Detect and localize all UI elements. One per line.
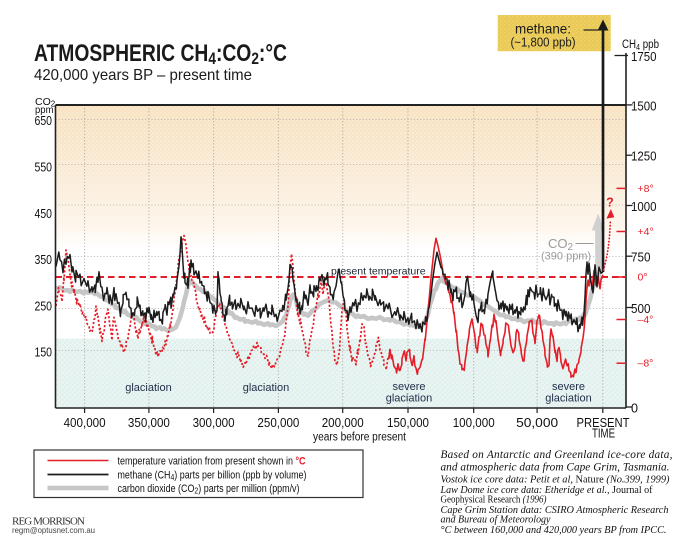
svg-text:+4°: +4° (638, 226, 654, 238)
svg-text:years before present: years before present (313, 432, 407, 444)
svg-text:150: 150 (35, 346, 53, 360)
svg-text:Based on Antarctic and Greenla: Based on Antarctic and Greenland ice-cor… (441, 449, 673, 461)
svg-text:200,000: 200,000 (322, 415, 364, 430)
svg-text:150,000: 150,000 (387, 415, 429, 430)
svg-text:(390 ppm): (390 ppm) (541, 251, 591, 263)
svg-text:350,000: 350,000 (128, 415, 170, 430)
svg-text:Law Dome ice core data: Etheri: Law Dome ice core data: Etheridge et al.… (440, 485, 654, 496)
svg-text:1000: 1000 (631, 200, 657, 214)
svg-text:CO2: CO2 (35, 96, 56, 109)
svg-text:glaciation: glaciation (386, 393, 432, 405)
svg-text:500: 500 (631, 302, 651, 316)
svg-text:°C between 160,000 and 420,000: °C between 160,000 and 420,000 years BP … (441, 525, 667, 536)
svg-text:–8°: –8° (638, 358, 654, 370)
svg-text:Cape Grim Station data: CSIRO: Cape Grim Station data: CSIRO Atmospheri… (441, 505, 669, 516)
svg-text:ppm: ppm (35, 104, 54, 116)
svg-text:methane (CH4) parts per billio: methane (CH4) parts per billion (ppb by … (118, 470, 307, 483)
svg-text:300,000: 300,000 (193, 415, 235, 430)
svg-text:?: ? (606, 196, 614, 210)
svg-text:methane:: methane: (515, 21, 571, 37)
svg-text:350: 350 (35, 253, 53, 267)
svg-text:250,000: 250,000 (257, 415, 299, 430)
svg-text:1750: 1750 (631, 50, 657, 64)
svg-text:50,000: 50,000 (516, 415, 558, 430)
svg-text:glaciation: glaciation (125, 382, 171, 394)
svg-text:+8°: +8° (638, 183, 654, 195)
svg-text:550: 550 (35, 161, 53, 175)
svg-text:carbon dioxide (CO2) parts per: carbon dioxide (CO2) parts per million (… (118, 483, 300, 496)
svg-text:100,000: 100,000 (453, 415, 495, 430)
svg-text:TIME: TIME (592, 426, 615, 441)
svg-text:Geophysical Research (1996): Geophysical Research (1996) (441, 495, 547, 506)
svg-text:PRESENT: PRESENT (577, 415, 630, 430)
svg-text:0°: 0° (638, 272, 648, 284)
svg-text:glaciation: glaciation (243, 382, 289, 394)
svg-text:400,000: 400,000 (64, 415, 106, 430)
svg-text:0: 0 (631, 402, 638, 416)
svg-text:REG MORRISON: REG MORRISON (12, 516, 85, 528)
svg-text:–4°: –4° (638, 314, 654, 326)
svg-text:750: 750 (631, 251, 651, 265)
svg-text:650: 650 (35, 114, 53, 128)
svg-text:ATMOSPHERIC CH4:CO2:°C: ATMOSPHERIC CH4:CO2:°C (34, 40, 287, 68)
svg-text:regm@optusnet.com.au: regm@optusnet.com.au (12, 526, 95, 535)
svg-text:temperature variation from pre: temperature variation from present shown… (118, 456, 306, 468)
svg-text:glaciation: glaciation (545, 393, 591, 405)
svg-text:severe: severe (552, 381, 585, 393)
svg-text:250: 250 (35, 299, 53, 313)
svg-text:severe: severe (392, 381, 425, 393)
svg-text:Vostok ice core data: Petit et: Vostok ice core data: Petit et al, Natur… (441, 475, 671, 486)
svg-text:1250: 1250 (631, 150, 657, 164)
svg-text:and Bureau of Meteorology: and Bureau of Meteorology (441, 515, 551, 526)
svg-text:CO2: CO2 (548, 236, 574, 253)
svg-text:1500: 1500 (631, 99, 657, 113)
svg-text:and atmospheric data from Cape: and atmospheric data from Cape Grim, Tas… (441, 462, 670, 474)
svg-text:CH4 ppb: CH4 ppb (622, 39, 659, 52)
svg-text:present temperature: present temperature (331, 266, 426, 278)
svg-text:450: 450 (35, 207, 53, 221)
svg-text:(~1,800 ppb): (~1,800 ppb) (511, 36, 576, 50)
svg-text:420,000 years BP – present tim: 420,000 years BP – present time (34, 67, 252, 84)
